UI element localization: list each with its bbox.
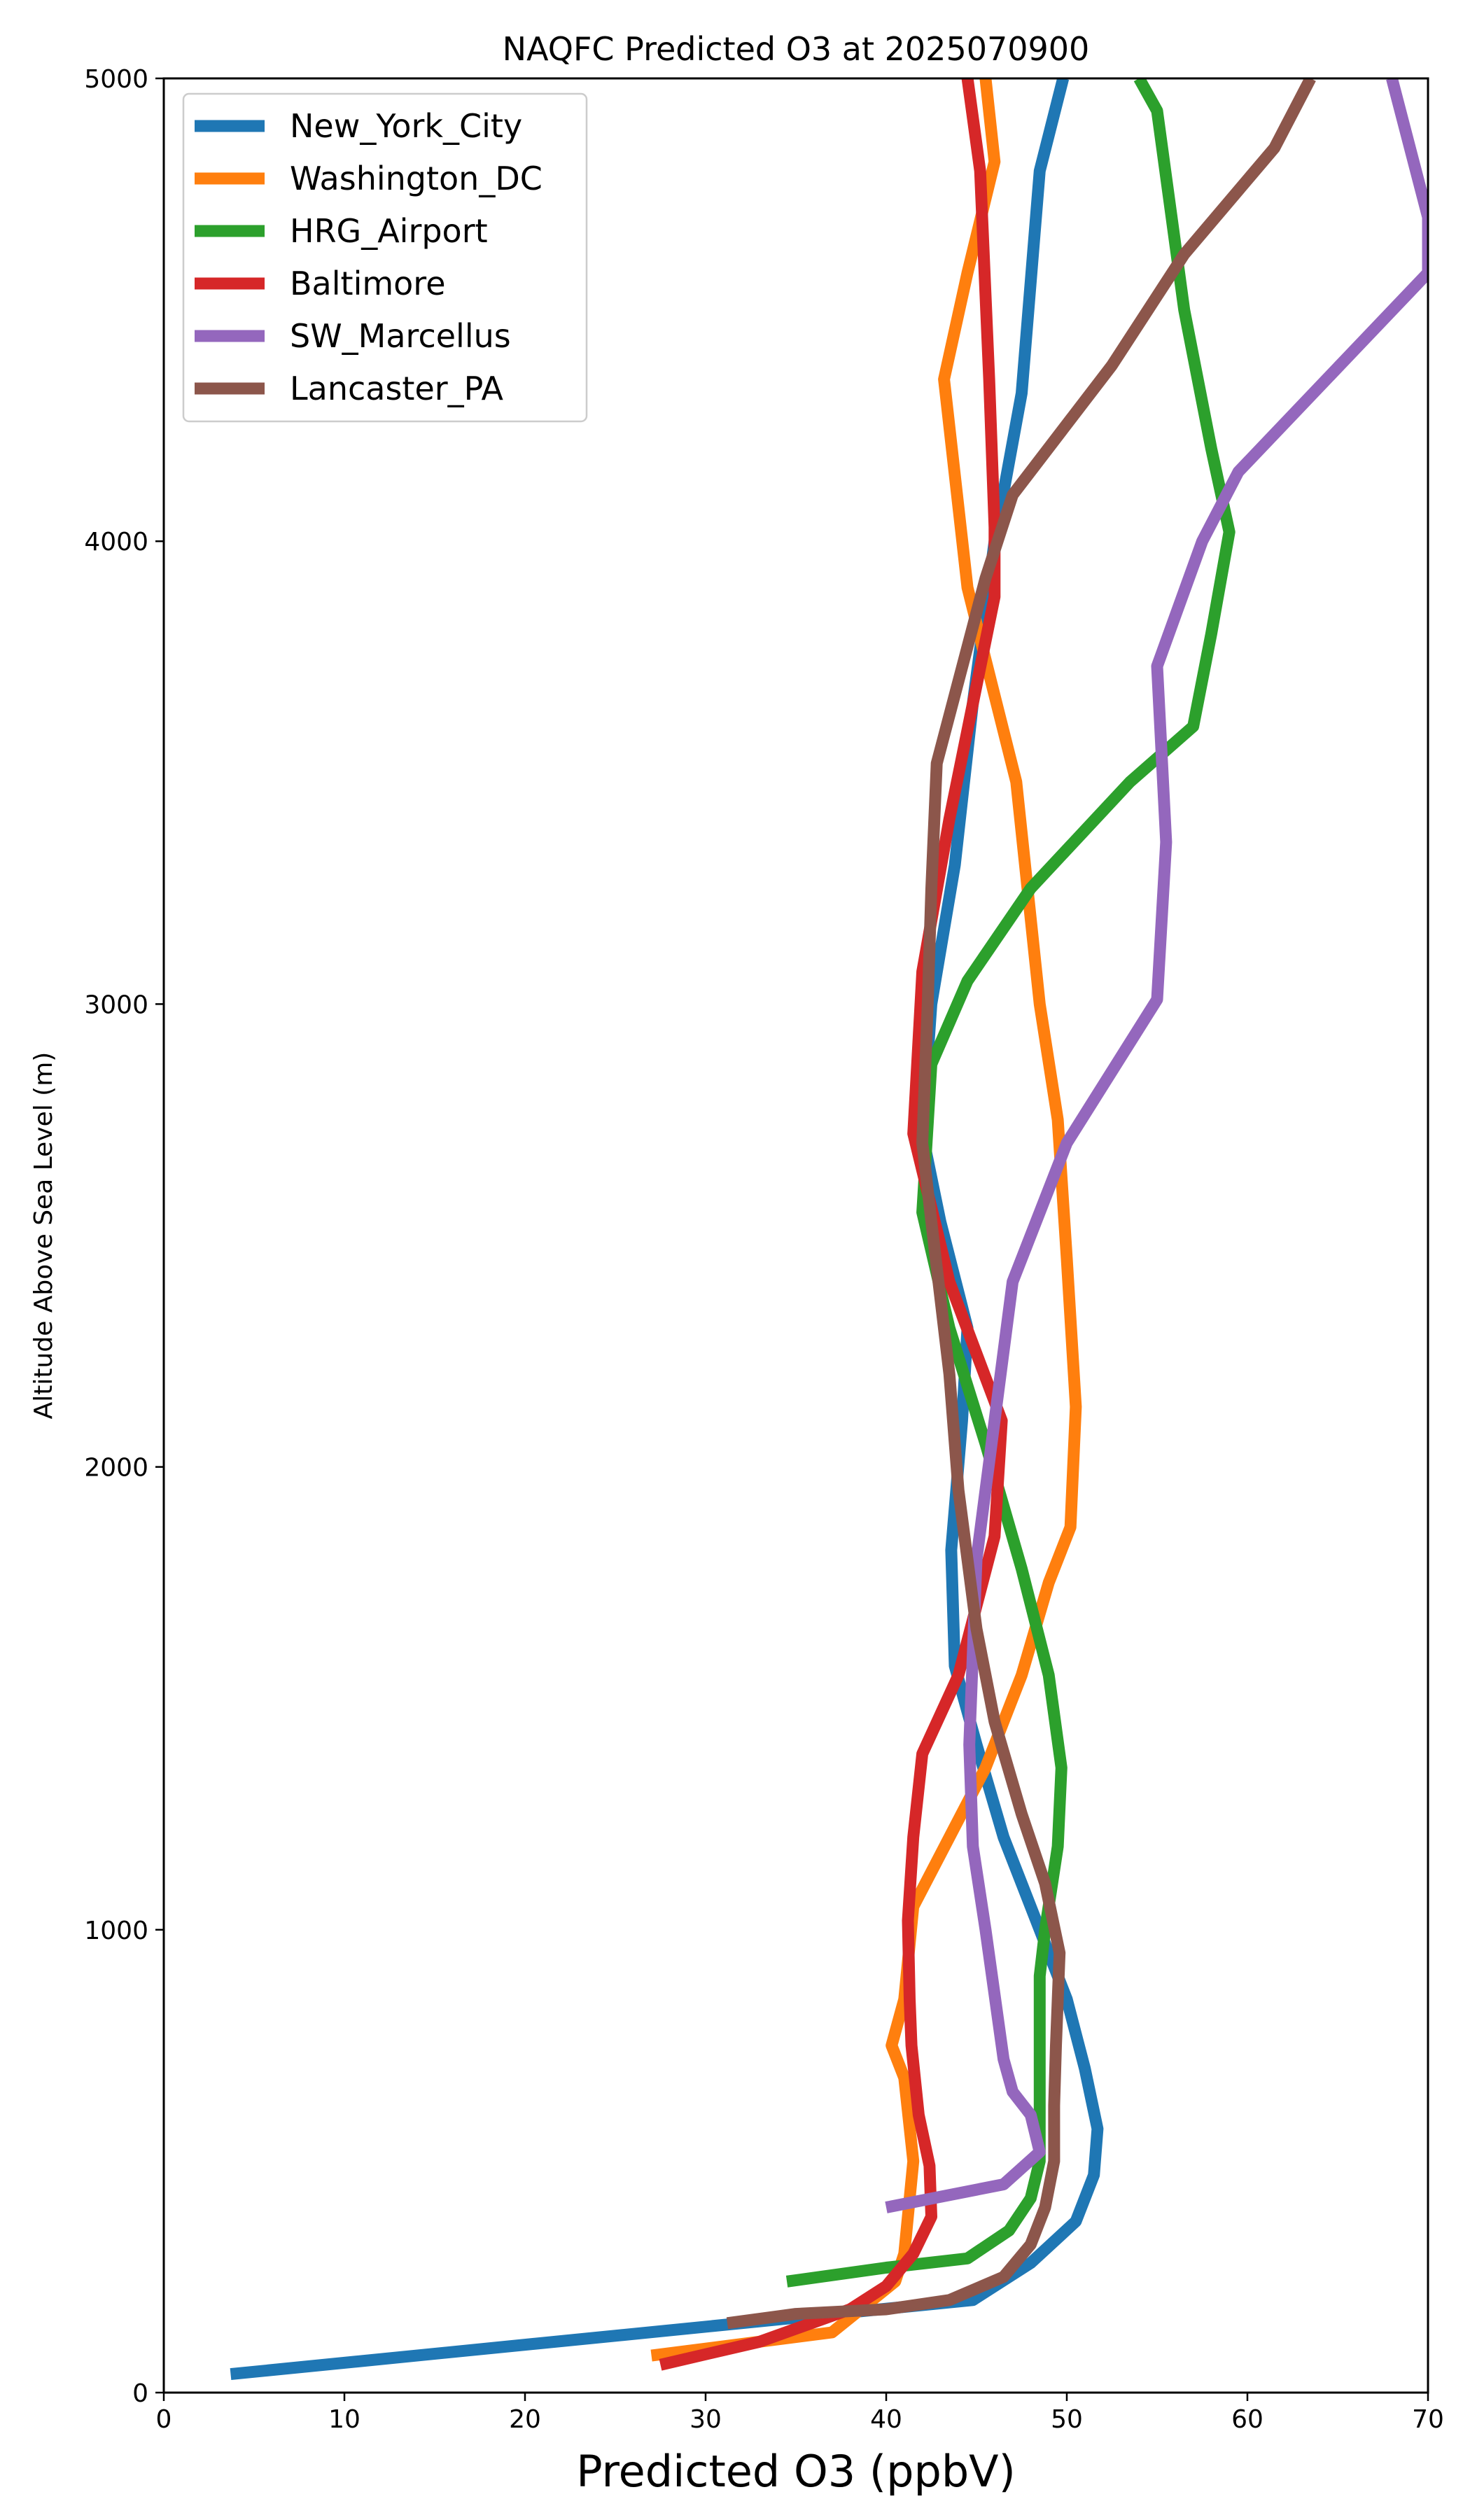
y-tick-label: 0 (132, 2379, 148, 2408)
x-tick-label: 30 (690, 2405, 722, 2434)
legend-label-washington-dc: Washington_DC (290, 160, 542, 197)
y-tick-label: 4000 (84, 528, 148, 556)
y-tick-label: 5000 (84, 65, 148, 94)
series-line-sw-marcellus (885, 78, 1428, 2213)
x-tick-label: 70 (1412, 2405, 1444, 2434)
y-axis-label: Altitude Above Sea Level (m) (29, 1052, 58, 1420)
y-tick-label: 2000 (84, 1454, 148, 1483)
series-line-hrg-airport (785, 78, 1236, 2288)
y-tick-label: 3000 (84, 990, 148, 1019)
chart-title: NAQFC Predicted O3 at 2025070900 (503, 30, 1090, 68)
legend-label-lancaster-pa: Lancaster_PA (290, 370, 503, 407)
legend: New_York_City Washington_DC HRG_Airport Bal… (182, 92, 588, 423)
legend-label-sw-marcellus: SW_Marcellus (290, 317, 511, 355)
y-axis: 0 1000 2000 3000 4000 5000 (84, 65, 164, 2408)
legend-box (182, 92, 588, 423)
series-line-new-york-city (230, 78, 1104, 2381)
legend-label-baltimore: Baltimore (290, 265, 446, 302)
series-line-lancaster-pa (726, 78, 1316, 2330)
x-tick-label: 50 (1051, 2405, 1083, 2434)
x-tick-label: 40 (870, 2405, 902, 2434)
x-axis: 0 10 20 30 40 50 60 70 (156, 2393, 1444, 2434)
x-axis-label: Predicted O3 (ppbV) (576, 2446, 1016, 2497)
x-tick-label: 10 (328, 2405, 360, 2434)
legend-label-new-york-city: New_York_City (290, 107, 522, 145)
x-tick-label: 60 (1231, 2405, 1264, 2434)
x-tick-label: 0 (156, 2405, 172, 2434)
legend-label-hrg-airport: HRG_Airport (290, 212, 488, 250)
series-layer (230, 78, 1428, 2381)
y-tick-label: 1000 (84, 1917, 148, 1945)
series-line-baltimore (659, 78, 1008, 2371)
plot-frame (162, 77, 1429, 2394)
x-tick-label: 20 (509, 2405, 541, 2434)
